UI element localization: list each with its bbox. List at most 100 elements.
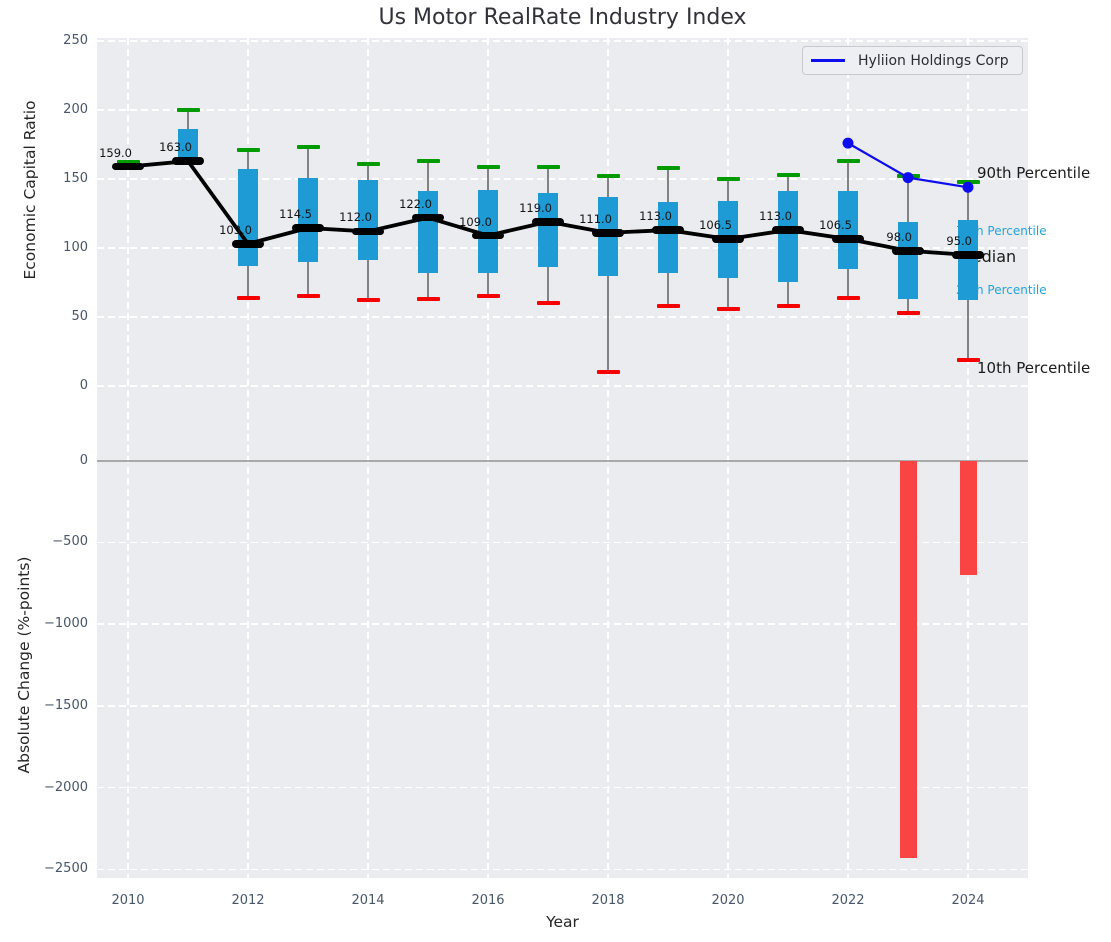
gridline-top-250 (97, 40, 1028, 42)
gridline-bottom--1000 (97, 623, 1028, 625)
box-2017 (538, 192, 558, 268)
overlay-point-2023 (902, 172, 914, 184)
gridline-bottom--2000 (97, 786, 1028, 789)
gridline-bottom--1500 (97, 705, 1028, 707)
gridline-top-100 (97, 247, 1028, 249)
legend-label: Hyliion Holdings Corp (858, 52, 1009, 69)
legend-line-sample (811, 59, 845, 62)
y-tick-bottom--2500: −2500 (44, 861, 88, 877)
overlay-point-2022 (842, 137, 854, 149)
median-line (127, 159, 969, 257)
gridline-bottom--2500 (97, 868, 1028, 871)
legend: Hyliion Holdings Corp (802, 46, 1023, 75)
y-tick-bottom--1500: −1500 (44, 697, 88, 713)
p90-cap-2010 (116, 160, 140, 165)
median-label-2016: 109.0 (459, 214, 492, 229)
p10-cap-2023 (896, 310, 920, 315)
gridline-top-150 (97, 178, 1028, 180)
x-tick-2018: 2018 (591, 893, 625, 908)
median-label-2019: 113.0 (639, 209, 672, 224)
median-label-2017: 119.0 (519, 200, 552, 215)
median-label-2022: 106.5 (819, 218, 852, 233)
median-label-2012: 103.0 (219, 222, 252, 237)
label-90th-percentile: 90th Percentile (977, 164, 1091, 182)
gridline-top-200 (97, 109, 1028, 111)
bar-2023 (899, 460, 917, 858)
gridline-x-2018 (607, 38, 609, 878)
p10-cap-2017 (536, 301, 560, 306)
p90-cap-2014 (356, 161, 380, 166)
median-label-2020: 106.5 (699, 218, 732, 233)
box-2016 (478, 190, 498, 273)
median-label-2024: 95.0 (946, 233, 972, 248)
y-tick-bottom--1000: −1000 (44, 616, 88, 632)
y-tick-top-100: 100 (63, 240, 88, 255)
p10-cap-2018 (596, 370, 620, 375)
box-2011 (178, 129, 198, 160)
p10-cap-2021 (776, 303, 800, 308)
median-label-2014: 112.0 (339, 210, 372, 225)
y-tick-bottom-0: 0 (79, 452, 88, 468)
p90-cap-2017 (536, 164, 560, 169)
box-2022 (838, 191, 858, 269)
gridline-x-2024 (967, 38, 969, 878)
median-label-2015: 122.0 (399, 196, 432, 211)
p90-cap-2019 (656, 165, 680, 170)
p10-cap-2024 (956, 357, 980, 362)
p10-cap-2016 (476, 294, 500, 299)
median-label-2018: 111.0 (579, 211, 612, 226)
x-tick-2016: 2016 (471, 893, 505, 908)
p10-cap-2022 (836, 295, 860, 300)
box-2019 (658, 202, 678, 273)
y-tick-bottom--2000: −2000 (44, 779, 88, 795)
p90-cap-2021 (776, 172, 800, 177)
gridline-x-2012 (247, 38, 249, 878)
top-y-axis-label: Economic Capital Ratio (21, 100, 39, 280)
chart-title: Us Motor RealRate Industry Index (378, 5, 747, 30)
box-2013 (298, 177, 318, 262)
median-label-2010: 159.0 (99, 145, 132, 160)
p10-cap-2019 (656, 303, 680, 308)
gridline-top-50 (97, 316, 1028, 318)
y-tick-top-0: 0 (79, 378, 88, 393)
p90-cap-2015 (416, 159, 440, 164)
gridline-x-2016 (487, 38, 489, 878)
p10-cap-2020 (716, 306, 740, 311)
p90-cap-2018 (596, 174, 620, 179)
box-2023 (898, 221, 918, 300)
y-tick-top-50: 50 (71, 309, 88, 324)
y-tick-top-150: 150 (63, 171, 88, 186)
x-tick-2020: 2020 (711, 893, 745, 908)
median-label-2013: 114.5 (279, 206, 312, 221)
median-label-2023: 98.0 (886, 229, 912, 244)
p10-cap-2015 (416, 297, 440, 302)
x-tick-2014: 2014 (351, 893, 385, 908)
box-2015 (418, 191, 438, 273)
gridline-x-2010 (127, 38, 129, 878)
p90-cap-2024 (956, 179, 980, 184)
y-tick-bottom--500: −500 (52, 534, 88, 550)
median-label-2021: 113.0 (759, 209, 792, 224)
p90-cap-2013 (296, 145, 320, 150)
box-2024 (958, 220, 978, 301)
p90-cap-2022 (836, 159, 860, 164)
gridline-top-0 (97, 385, 1028, 387)
p90-cap-2020 (716, 177, 740, 181)
overlay-point-2024 (962, 181, 974, 193)
x-tick-2022: 2022 (831, 893, 865, 908)
gridline-x-2022 (847, 38, 849, 878)
p90-cap-2011 (176, 108, 200, 112)
p10-cap-2013 (296, 294, 320, 299)
bottom-y-axis-label: Absolute Change (%-points) (15, 556, 33, 774)
x-tick-2012: 2012 (231, 893, 265, 908)
bar-2024 (959, 460, 977, 575)
p90-cap-2012 (236, 148, 260, 153)
x-tick-2024: 2024 (951, 893, 985, 908)
box-2014 (358, 180, 378, 261)
box-2021 (778, 191, 798, 283)
label-25th-percentile: 25th Percentile (956, 283, 1047, 297)
gridline-x-2014 (367, 38, 369, 878)
p10-cap-2012 (236, 295, 260, 300)
